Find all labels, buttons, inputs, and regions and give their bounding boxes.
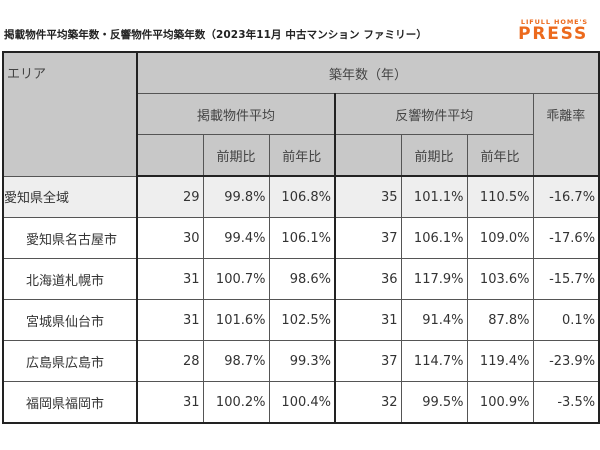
- header-response-qoq: 前期比: [400, 134, 468, 177]
- response-yoy: 109.0%: [466, 217, 534, 259]
- building-age-table: エリア 築年数（年） 掲載物件平均 反響物件平均 乖離率 前期比 前年比 前期比…: [2, 51, 600, 424]
- table-row: 愛知県名古屋市 30 99.4% 106.1% 37 106.1% 109.0%…: [2, 217, 600, 259]
- divergence-rate: 0.1%: [532, 299, 600, 341]
- divergence-rate: -16.7%: [532, 175, 600, 218]
- table-row: 愛知県全域 29 99.8% 106.8% 35 101.1% 110.5% -…: [2, 175, 600, 218]
- area-name: 広島県広島市: [2, 340, 138, 382]
- response-qoq: 106.1%: [400, 217, 468, 259]
- header-response-avg: 反響物件平均: [334, 93, 534, 135]
- header-listed-blank: [136, 134, 204, 177]
- header-row-2: 掲載物件平均 反響物件平均 乖離率: [3, 93, 600, 177]
- area-name: 北海道札幌市: [2, 258, 138, 300]
- page-title: 掲載物件平均築年数・反響物件平均築年数（2023年11月 中古マンション ファミ…: [4, 29, 427, 41]
- listed-yoy: 102.5%: [268, 299, 336, 341]
- response-qoq: 114.7%: [400, 340, 468, 382]
- listed-avg: 31: [136, 258, 204, 300]
- divergence-rate: -17.6%: [532, 217, 600, 259]
- header-row-3: 前期比 前年比 前期比 前年比: [3, 134, 599, 177]
- table-row: 北海道札幌市 31 100.7% 98.6% 36 117.9% 103.6% …: [2, 258, 600, 300]
- listed-yoy: 106.1%: [268, 217, 336, 259]
- listed-avg: 31: [136, 381, 204, 424]
- response-avg: 37: [334, 217, 402, 259]
- response-avg: 35: [334, 175, 402, 218]
- listed-qoq: 101.6%: [202, 299, 270, 341]
- listed-yoy: 106.8%: [268, 175, 336, 218]
- response-qoq: 101.1%: [400, 175, 468, 218]
- response-avg: 37: [334, 340, 402, 382]
- listed-avg: 28: [136, 340, 204, 382]
- area-name: 福岡県福岡市: [2, 381, 138, 424]
- listed-qoq: 99.4%: [202, 217, 270, 259]
- header-response-blank: [334, 134, 402, 177]
- listed-avg: 31: [136, 299, 204, 341]
- response-qoq: 91.4%: [400, 299, 468, 341]
- header-divergence: 乖離率: [532, 93, 600, 177]
- table-row: 福岡県福岡市 31 100.2% 100.4% 32 99.5% 100.9% …: [2, 381, 600, 424]
- header-building-age: 築年数（年）: [136, 51, 600, 94]
- response-qoq: 99.5%: [400, 381, 468, 424]
- response-qoq: 117.9%: [400, 258, 468, 300]
- listed-yoy: 100.4%: [268, 381, 336, 424]
- listed-yoy: 99.3%: [268, 340, 336, 382]
- logo-top-text: LIFULL HOME'S: [520, 18, 588, 26]
- listed-qoq: 98.7%: [202, 340, 270, 382]
- header-listed-avg: 掲載物件平均: [136, 93, 336, 135]
- header-response-yoy: 前年比: [466, 134, 534, 177]
- area-name: 宮城県仙台市: [2, 299, 138, 341]
- logo-bottom-text: PRESS: [518, 24, 588, 44]
- response-yoy: 87.8%: [466, 299, 534, 341]
- response-avg: 31: [334, 299, 402, 341]
- divergence-rate: -3.5%: [532, 381, 600, 424]
- area-name: 愛知県全域: [2, 175, 138, 218]
- divergence-rate: -15.7%: [532, 258, 600, 300]
- listed-qoq: 100.2%: [202, 381, 270, 424]
- listed-avg: 30: [136, 217, 204, 259]
- header-row-1: エリア 築年数（年）: [2, 51, 600, 177]
- response-avg: 32: [334, 381, 402, 424]
- response-yoy: 110.5%: [466, 175, 534, 218]
- listed-qoq: 99.8%: [202, 175, 270, 218]
- lifull-homes-press-logo: LIFULL HOME'S PRESS: [518, 18, 588, 43]
- response-yoy: 103.6%: [466, 258, 534, 300]
- header-listed-yoy: 前年比: [268, 134, 336, 177]
- table-row: 宮城県仙台市 31 101.6% 102.5% 31 91.4% 87.8% 0…: [2, 299, 600, 341]
- response-yoy: 119.4%: [466, 340, 534, 382]
- response-yoy: 100.9%: [466, 381, 534, 424]
- listed-qoq: 100.7%: [202, 258, 270, 300]
- area-name: 愛知県名古屋市: [2, 217, 138, 259]
- response-avg: 36: [334, 258, 402, 300]
- listed-yoy: 98.6%: [268, 258, 336, 300]
- header-listed-qoq: 前期比: [202, 134, 270, 177]
- divergence-rate: -23.9%: [532, 340, 600, 382]
- listed-avg: 29: [136, 175, 204, 218]
- header-area: エリア: [2, 51, 138, 177]
- table-row: 広島県広島市 28 98.7% 99.3% 37 114.7% 119.4% -…: [2, 340, 600, 382]
